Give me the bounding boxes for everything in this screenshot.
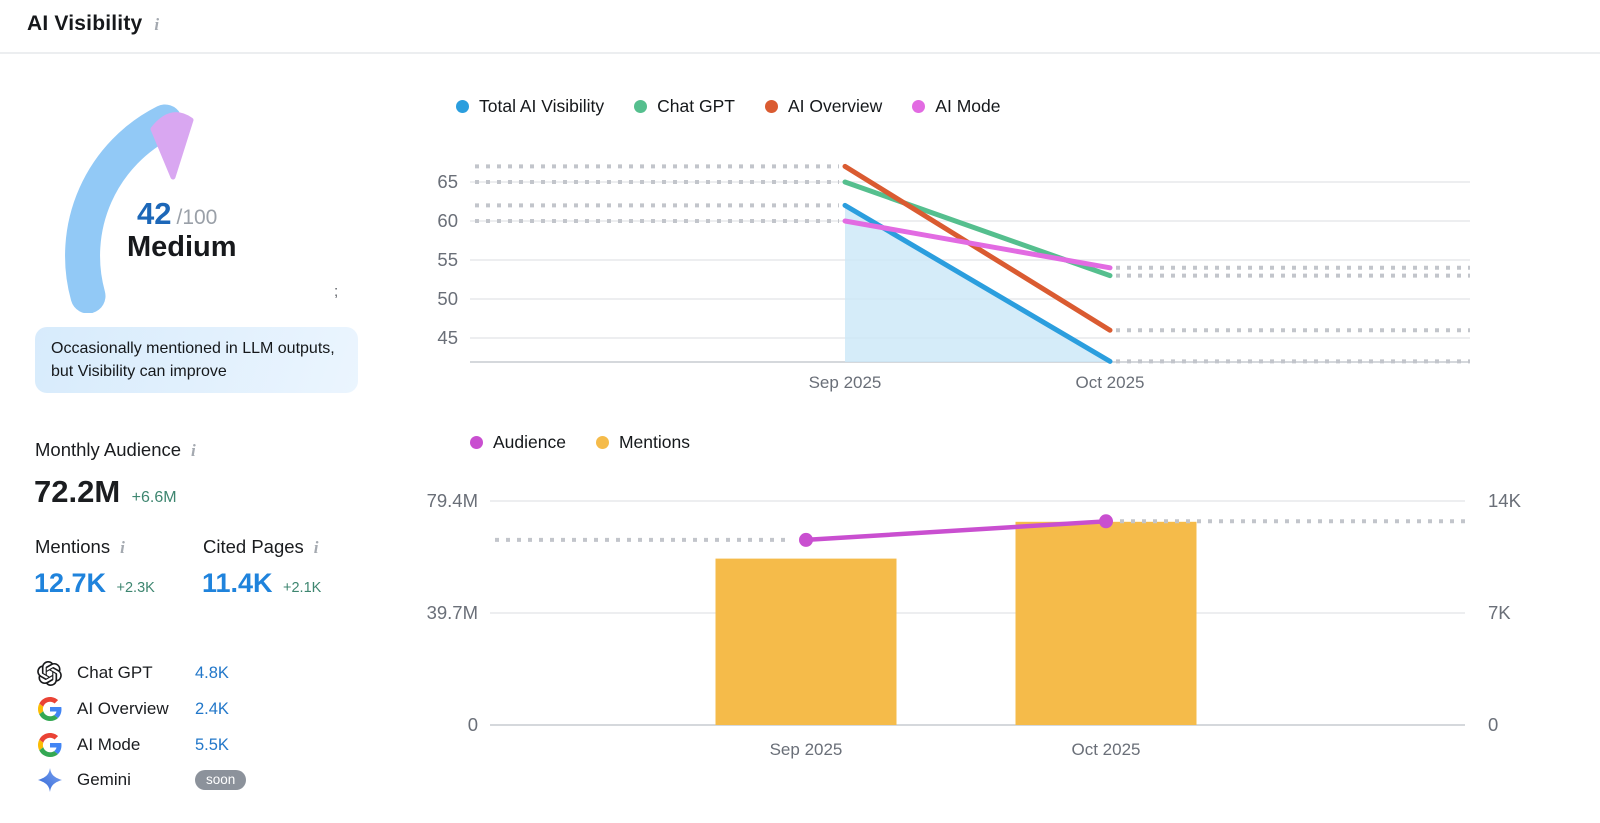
google-icon xyxy=(37,697,62,722)
score-max: /100 xyxy=(176,206,218,229)
audience-mentions-chart[interactable]: 79.4M 14K 39.7M 7K 0 0 Sep 2025 Oct 2025 xyxy=(420,458,1580,768)
mentions-label-row: Mentions i xyxy=(35,536,127,558)
legend-label: AI Overview xyxy=(787,96,883,116)
visibility-note: Occasionally mentioned in LLM outputs, b… xyxy=(35,327,358,393)
legend-dot xyxy=(595,436,609,449)
monthly-audience-label: Monthly Audience xyxy=(35,439,182,460)
platform-row-ai-mode: AI Mode 5.5K xyxy=(37,730,337,760)
platform-name: AI Overview xyxy=(77,699,169,718)
mentions-delta: +2.3K xyxy=(116,580,155,596)
page-header: AI Visibility i xyxy=(27,12,161,36)
ai-visibility-trend-chart[interactable]: 65 60 55 50 45 Sep 2025 Oct 2025 xyxy=(420,140,1510,410)
monthly-audience-delta: +6.6M xyxy=(131,489,177,506)
cited-pages-delta: +2.1K xyxy=(283,580,322,596)
svg-text:65: 65 xyxy=(437,171,458,192)
legend-dot xyxy=(456,100,469,113)
svg-text:0: 0 xyxy=(468,714,478,735)
svg-text:Sep 2025: Sep 2025 xyxy=(770,740,843,759)
legend-dot xyxy=(634,100,648,113)
google-icon xyxy=(37,733,62,758)
platform-name: AI Mode xyxy=(77,735,141,754)
platform-name: Chat GPT xyxy=(77,663,153,682)
svg-text:79.4M: 79.4M xyxy=(427,490,478,511)
legend-label: AI Mode xyxy=(935,96,1001,116)
chatgpt-icon xyxy=(37,660,62,686)
info-icon[interactable]: i xyxy=(120,537,125,557)
legend-item-ai-overview[interactable]: AI Overview xyxy=(764,96,883,117)
platform-row-gemini: Gemini soon xyxy=(37,765,337,795)
cited-pages-value-row: 11.4K +2.1K xyxy=(202,568,321,599)
legend-dot xyxy=(912,100,926,113)
info-icon[interactable]: i xyxy=(313,537,319,557)
mentions-label: Mentions xyxy=(35,536,111,557)
soon-badge: soon xyxy=(195,769,247,791)
gemini-icon xyxy=(37,768,62,793)
legend-dot xyxy=(470,436,483,449)
svg-text:45: 45 xyxy=(437,327,458,348)
svg-text:0: 0 xyxy=(1488,714,1498,735)
stray-character: ; xyxy=(334,283,339,300)
platform-row-ai-overview: AI Overview 2.4K xyxy=(37,694,337,724)
monthly-audience-label-row: Monthly Audience i xyxy=(35,439,198,461)
score-rating: Medium xyxy=(127,231,237,263)
legend-dot xyxy=(764,100,778,113)
platform-name: Gemini xyxy=(77,770,131,789)
legend-label: Audience xyxy=(493,432,566,452)
svg-text:7K: 7K xyxy=(1488,602,1511,623)
cited-pages-value: 11.4K xyxy=(202,568,273,598)
legend-label: Chat GPT xyxy=(657,96,735,116)
mentions-value-row: 12.7K +2.3K xyxy=(34,568,155,599)
cited-pages-label: Cited Pages xyxy=(203,536,304,557)
legend-item-chat-gpt[interactable]: Chat GPT xyxy=(634,96,735,117)
platform-row-chatgpt: Chat GPT 4.8K xyxy=(37,658,337,688)
legend-item-audience[interactable]: Audience xyxy=(470,432,566,453)
page-title: AI Visibility xyxy=(27,12,143,35)
svg-text:Oct 2025: Oct 2025 xyxy=(1076,373,1145,392)
legend-item-total-ai-visibility[interactable]: Total AI Visibility xyxy=(456,96,604,117)
info-icon[interactable]: i xyxy=(191,440,196,460)
cited-pages-label-row: Cited Pages i xyxy=(203,536,321,558)
gauge-arc xyxy=(65,104,183,313)
volume-legend: Audience Mentions xyxy=(470,432,690,453)
svg-text:55: 55 xyxy=(437,249,458,270)
score-value: 42 xyxy=(137,196,172,231)
info-icon[interactable]: i xyxy=(154,14,160,34)
svg-text:Sep 2025: Sep 2025 xyxy=(809,373,882,392)
legend-label: Mentions xyxy=(618,432,690,452)
platform-value: 2.4K xyxy=(195,699,229,718)
svg-text:39.7M: 39.7M xyxy=(427,602,478,623)
monthly-audience-value-row: 72.2M +6.6M xyxy=(34,474,177,510)
header-divider xyxy=(0,52,1600,54)
score-value-row: 42/100 xyxy=(137,196,217,232)
svg-text:50: 50 xyxy=(437,288,458,309)
svg-text:60: 60 xyxy=(437,210,458,231)
score-gauge xyxy=(65,104,194,313)
legend-item-ai-mode[interactable]: AI Mode xyxy=(912,96,1000,117)
svg-text:14K: 14K xyxy=(1488,490,1522,511)
platform-value: 5.5K xyxy=(195,735,229,754)
legend-item-mentions[interactable]: Mentions xyxy=(595,432,690,453)
monthly-audience-value: 72.2M xyxy=(34,474,121,509)
mentions-value: 12.7K xyxy=(34,568,107,598)
gauge-marker-wedge xyxy=(150,112,194,180)
legend-label: Total AI Visibility xyxy=(479,96,605,116)
trend-legend: Total AI Visibility Chat GPT AI Overview… xyxy=(456,96,1000,117)
svg-text:Oct 2025: Oct 2025 xyxy=(1072,740,1141,759)
platform-value: 4.8K xyxy=(195,663,229,682)
